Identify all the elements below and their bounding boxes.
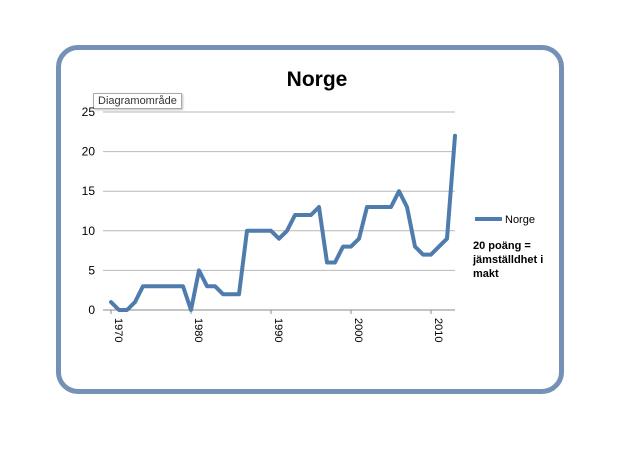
y-tick-label-15: 15 xyxy=(82,184,96,198)
chart-annotation: 20 poäng = jämställdhet i makt xyxy=(473,240,544,280)
chart-title: Norge xyxy=(286,68,348,91)
y-tick-label-25: 25 xyxy=(82,105,96,119)
x-tick-label-1990: 1990 xyxy=(272,318,284,342)
chart-area-tooltip: Diagramområde xyxy=(93,93,182,109)
legend-label-norge: Norge xyxy=(505,214,535,226)
x-tick-label-2000: 2000 xyxy=(352,318,364,342)
y-tick-label-20: 20 xyxy=(82,145,96,159)
x-tick-label-1970: 1970 xyxy=(112,318,124,342)
series-line-norge xyxy=(109,133,457,312)
x-tick-label-1980: 1980 xyxy=(192,318,204,342)
y-tick-label-5: 5 xyxy=(88,263,95,277)
x-tick-label-2010: 2010 xyxy=(432,318,444,342)
y-tick-label-0: 0 xyxy=(88,303,95,317)
y-tick-label-10: 10 xyxy=(82,224,96,238)
